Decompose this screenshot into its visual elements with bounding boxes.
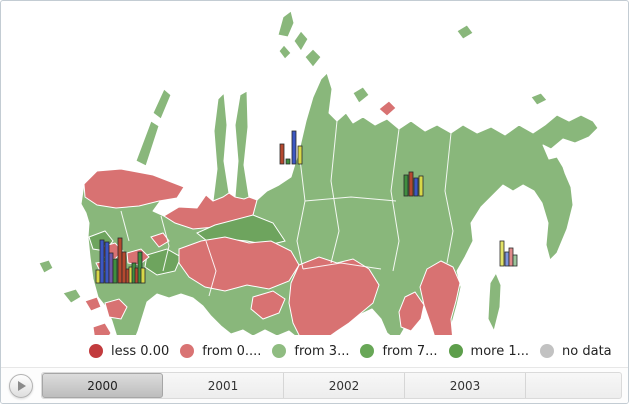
bar-blue[interactable] [291, 130, 297, 165]
play-icon [18, 380, 26, 391]
legend-dot-icon [272, 344, 287, 358]
map-area [1, 1, 628, 337]
region-island[interactable] [304, 48, 322, 68]
region-south-central[interactable] [288, 256, 380, 337]
legend-item-2[interactable]: from 0.... [180, 344, 261, 359]
legend-item-3[interactable]: from 3... [272, 344, 349, 359]
legend: less 0.00 from 0.... from 3... from 7... mor… [1, 335, 628, 367]
region-island[interactable] [456, 24, 474, 40]
legend-dot-icon [448, 344, 463, 358]
region-island[interactable] [84, 296, 102, 312]
bar-green2[interactable] [512, 254, 518, 267]
region-island[interactable] [278, 44, 292, 60]
legend-item-6[interactable]: no data [540, 344, 612, 359]
legend-item-4[interactable]: from 7... [360, 343, 438, 359]
region-borders [120, 120, 512, 297]
legend-dot-icon [180, 344, 195, 358]
timeline-year-button-2001[interactable]: 2001 [163, 373, 284, 398]
region-island[interactable] [352, 86, 370, 104]
legend-label: from 3... [294, 343, 350, 359]
legend-label: no data [562, 343, 612, 359]
region-sakhalin[interactable] [487, 271, 502, 333]
bar-pink[interactable] [508, 247, 514, 267]
region-far-east-coast[interactable] [419, 260, 461, 337]
timeline-years: 2000 2001 2002 2003 [41, 372, 622, 399]
region-island[interactable] [530, 92, 548, 106]
sakhalin-group[interactable] [499, 240, 518, 267]
bar-overlays[interactable] [95, 130, 518, 284]
legend-label: more 1... [470, 343, 530, 359]
bar-green[interactable] [285, 158, 291, 165]
bar-yellow[interactable] [418, 175, 424, 197]
timeline-year-button-2002[interactable]: 2002 [284, 373, 405, 398]
legend-label: from 0.... [202, 343, 262, 359]
timeline-player: 2000 2001 2002 2003 [1, 367, 628, 403]
norilsk-group[interactable] [279, 130, 303, 165]
region-island[interactable] [293, 30, 309, 52]
play-button[interactable] [9, 373, 33, 398]
bar-green[interactable] [137, 251, 143, 284]
region-kaliningrad[interactable] [38, 259, 54, 274]
legend-item-5[interactable]: more 1... [448, 343, 530, 359]
bar-purple[interactable] [108, 252, 114, 284]
bar-red[interactable] [408, 171, 414, 197]
timeline-year-button-2000[interactable]: 2000 [42, 373, 163, 398]
european-cluster[interactable] [95, 237, 146, 284]
legend-label: less 0.00 [111, 343, 170, 359]
region-amur[interactable] [398, 291, 425, 332]
region-island[interactable] [378, 100, 397, 117]
region-island[interactable] [152, 88, 172, 120]
legend-dot-icon [360, 344, 375, 358]
bar-green[interactable] [403, 174, 409, 197]
yakutia-group[interactable] [403, 171, 424, 197]
legend-item-1[interactable]: less 0.00 [89, 344, 169, 359]
bar-red[interactable] [121, 251, 127, 284]
legend-dot-icon [89, 344, 103, 358]
region-island[interactable] [62, 288, 82, 304]
region-island[interactable] [135, 120, 160, 167]
region-caucasus[interactable] [92, 322, 112, 337]
bar-blue[interactable] [99, 239, 105, 284]
bar-yellow[interactable] [297, 145, 303, 165]
bar-yellow2[interactable] [499, 240, 505, 267]
bar-blue2[interactable] [504, 251, 510, 267]
region-volga[interactable] [150, 232, 170, 248]
region-murmansk[interactable] [83, 168, 185, 209]
russia-map [38, 10, 599, 337]
region-dark-green[interactable] [144, 248, 182, 276]
region-caucasus[interactable] [104, 298, 128, 320]
bar-yellow[interactable] [140, 267, 146, 284]
bar-blue[interactable] [104, 241, 110, 284]
bar-red[interactable] [117, 237, 123, 284]
region-altai[interactable] [250, 290, 286, 320]
legend-dot-icon [540, 344, 555, 358]
bar-blue[interactable] [413, 177, 419, 197]
bar-red[interactable] [279, 143, 285, 165]
timeline-year-button-2003[interactable]: 2003 [405, 373, 526, 398]
bar-yellow[interactable] [95, 269, 101, 284]
bar-green[interactable] [112, 258, 118, 284]
region-island[interactable] [277, 10, 295, 38]
legend-label: from 7... [382, 343, 438, 359]
